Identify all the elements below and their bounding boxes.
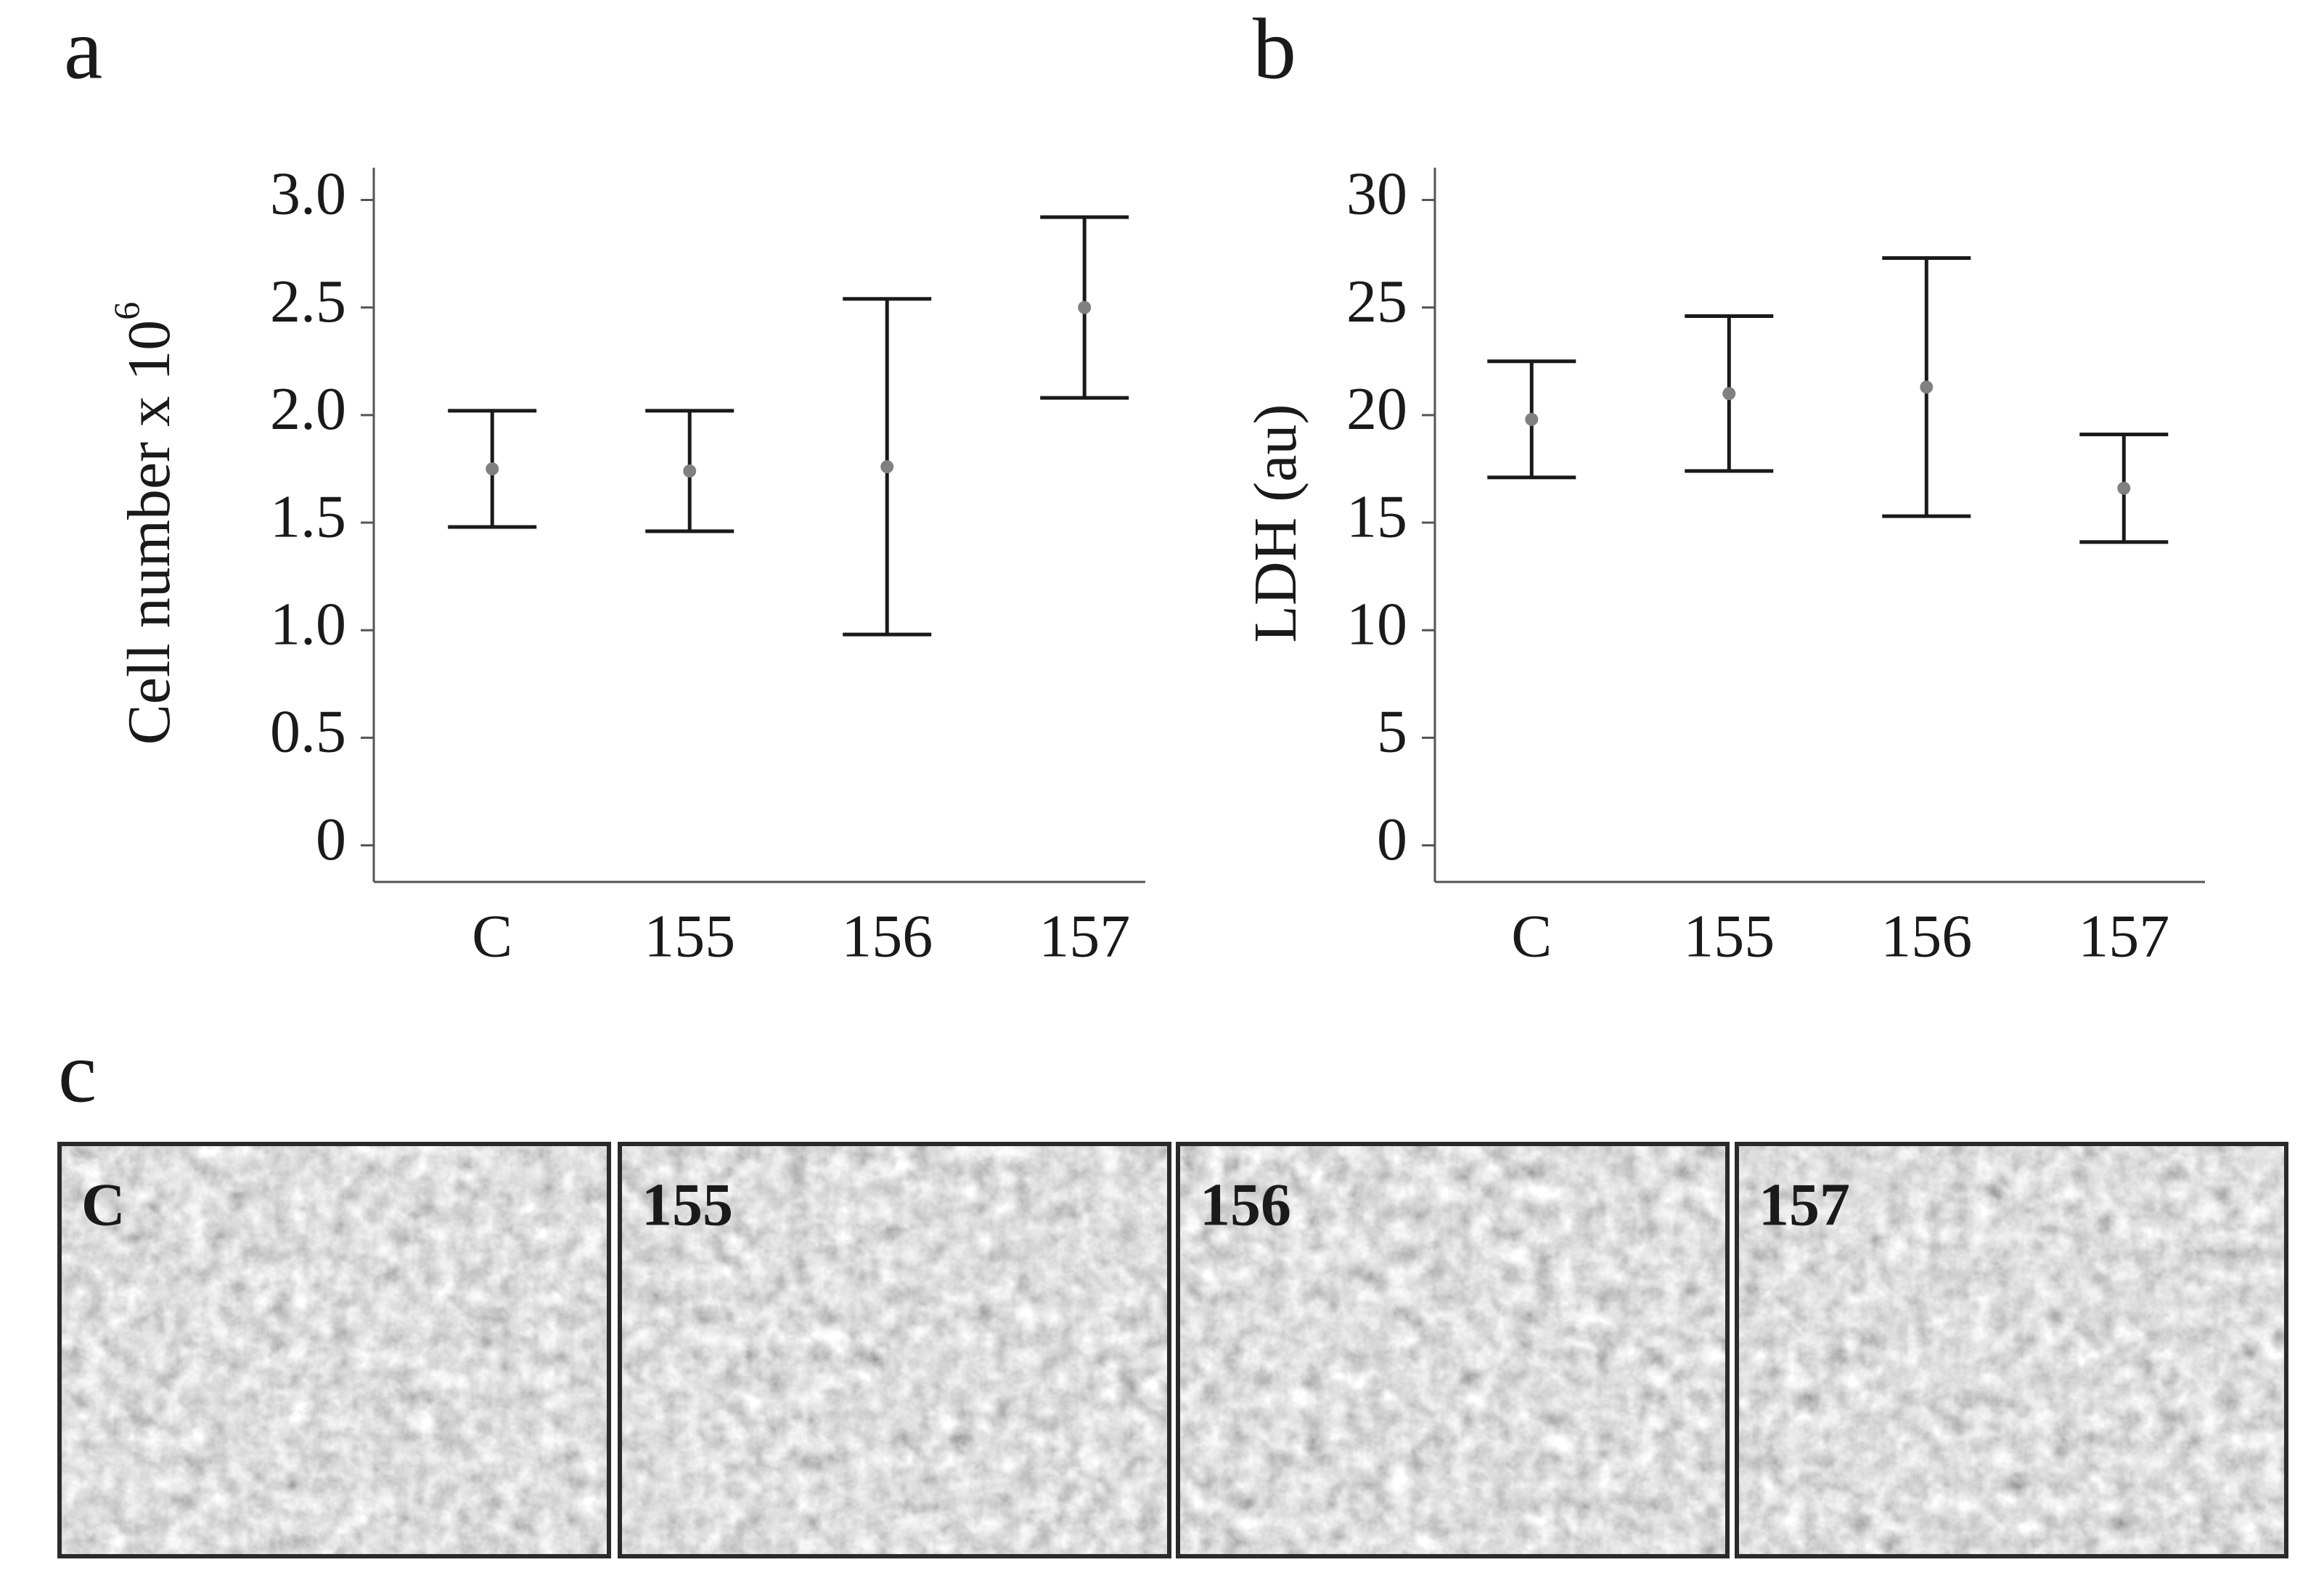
micrograph	[1737, 1144, 2286, 1556]
micrograph	[1178, 1144, 1727, 1556]
y-axis-label-superscript: 6	[106, 302, 147, 320]
mean-point	[1525, 412, 1539, 426]
x-tick-label: 156	[841, 902, 933, 970]
y-tick-label: 20	[1346, 375, 1407, 443]
mean-point	[683, 464, 697, 478]
y-axis-label-text: LDH (au)	[1242, 404, 1309, 643]
mean-point	[486, 462, 499, 475]
micrograph-label: 155	[642, 1171, 733, 1238]
y-tick-label: 2.0	[270, 375, 346, 443]
y-tick-label: 2.5	[270, 268, 346, 335]
y-tick-label: 1.5	[270, 483, 346, 550]
panel-label: b	[1253, 1, 1296, 97]
panel-label: c	[58, 1024, 97, 1121]
y-tick-label: 0	[316, 806, 346, 873]
y-tick-label: 0	[1377, 806, 1407, 873]
y-axis-label: Cell number x 106	[106, 302, 183, 745]
micrograph-label: C	[81, 1171, 126, 1238]
micrograph-border	[57, 1142, 611, 1558]
micrograph	[620, 1144, 1169, 1556]
mean-point	[1920, 380, 1934, 394]
x-tick-label: 155	[644, 902, 735, 970]
x-tick-label: 155	[1683, 902, 1775, 970]
y-tick-label: 1.0	[270, 591, 346, 658]
x-tick-label: C	[472, 902, 512, 970]
y-tick-label: 5	[1377, 698, 1407, 766]
micrograph-border	[1735, 1142, 2288, 1558]
micrograph	[60, 1144, 609, 1556]
y-tick-label: 30	[1346, 160, 1407, 228]
micrograph-border	[618, 1142, 1171, 1558]
mean-point	[1722, 387, 1736, 401]
micrograph-label: 157	[1759, 1171, 1850, 1238]
y-tick-label: 15	[1346, 483, 1407, 550]
y-tick-label: 3.0	[270, 160, 346, 228]
x-tick-label: 157	[1039, 902, 1130, 970]
y-tick-label: 10	[1346, 591, 1407, 658]
mean-point	[1078, 301, 1092, 314]
micrograph-border	[1176, 1142, 1730, 1558]
x-tick-label: C	[1511, 902, 1552, 970]
x-tick-label: 156	[1881, 902, 1972, 970]
x-tick-label: 157	[2078, 902, 2169, 970]
y-tick-label: 0.5	[270, 698, 346, 766]
micrograph-label: 156	[1200, 1171, 1291, 1238]
mean-point	[880, 459, 894, 473]
mean-point	[2117, 481, 2131, 495]
y-axis-label-text: Cell number x 10	[115, 320, 183, 745]
y-axis-label: LDH (au)	[1242, 404, 1309, 643]
panel-label: a	[64, 1, 102, 97]
y-tick-label: 25	[1346, 268, 1407, 335]
